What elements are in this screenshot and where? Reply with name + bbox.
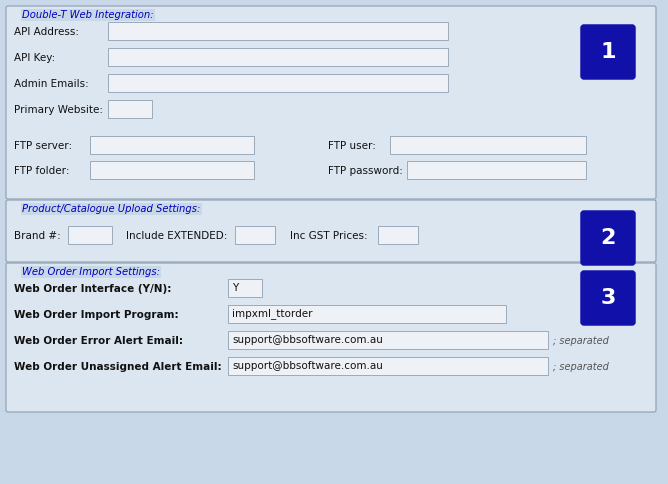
Text: Admin Emails:: Admin Emails: (14, 79, 89, 89)
Text: Product/Catalogue Upload Settings:: Product/Catalogue Upload Settings: (22, 204, 200, 214)
Text: FTP folder:: FTP folder: (14, 166, 69, 176)
FancyBboxPatch shape (6, 200, 656, 262)
Text: FTP password:: FTP password: (328, 166, 403, 176)
FancyBboxPatch shape (6, 263, 656, 412)
FancyBboxPatch shape (6, 6, 656, 199)
Bar (378, 226, 418, 244)
Text: Y: Y (232, 283, 238, 293)
Bar (108, 48, 448, 66)
Bar (90, 136, 254, 154)
Bar (68, 226, 112, 244)
Bar (108, 22, 448, 40)
Text: 2: 2 (601, 228, 616, 248)
Text: API Address:: API Address: (14, 27, 79, 37)
FancyBboxPatch shape (582, 272, 634, 324)
Text: Primary Website:: Primary Website: (14, 105, 103, 115)
Text: Web Order Import Program:: Web Order Import Program: (14, 310, 178, 320)
Bar (390, 136, 586, 154)
Bar (228, 331, 548, 349)
Text: API Key:: API Key: (14, 53, 55, 63)
FancyBboxPatch shape (582, 212, 634, 264)
Text: ; separated: ; separated (553, 362, 609, 372)
Text: support@bbsoftware.com.au: support@bbsoftware.com.au (232, 335, 383, 345)
Text: 1: 1 (601, 42, 616, 62)
Text: FTP user:: FTP user: (328, 141, 376, 151)
Text: ; separated: ; separated (553, 336, 609, 346)
Text: Double-T Web Integration:: Double-T Web Integration: (22, 10, 154, 20)
Text: Web Order Unassigned Alert Email:: Web Order Unassigned Alert Email: (14, 362, 222, 372)
Text: Inc GST Prices:: Inc GST Prices: (290, 231, 367, 241)
Bar (228, 279, 262, 297)
Bar (90, 161, 254, 179)
Text: Web Order Error Alert Email:: Web Order Error Alert Email: (14, 336, 183, 346)
Text: Web Order Import Settings:: Web Order Import Settings: (22, 267, 160, 277)
Text: 3: 3 (601, 288, 616, 308)
Bar (228, 305, 506, 323)
Text: Include EXTENDED:: Include EXTENDED: (126, 231, 227, 241)
Bar (228, 357, 548, 375)
Bar (108, 100, 152, 118)
Bar (108, 74, 448, 92)
Text: impxml_ttorder: impxml_ttorder (232, 308, 313, 319)
Bar (235, 226, 275, 244)
Text: Web Order Interface (Y/N):: Web Order Interface (Y/N): (14, 284, 172, 294)
Text: support@bbsoftware.com.au: support@bbsoftware.com.au (232, 361, 383, 371)
FancyBboxPatch shape (582, 26, 634, 78)
Bar (407, 161, 586, 179)
Text: FTP server:: FTP server: (14, 141, 72, 151)
Text: Brand #:: Brand #: (14, 231, 61, 241)
